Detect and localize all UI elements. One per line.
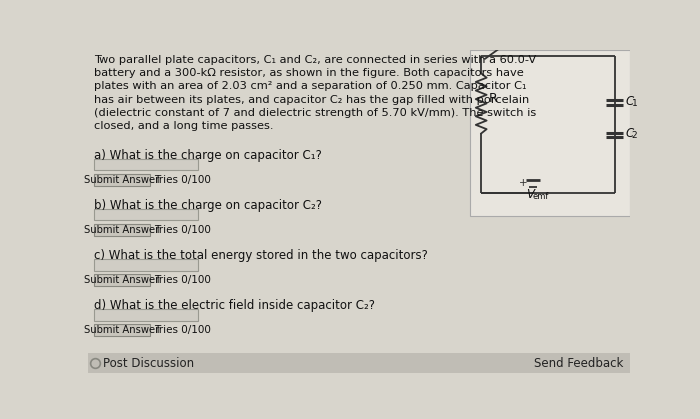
- Bar: [88, 353, 630, 373]
- Bar: [470, 50, 630, 216]
- Text: C: C: [625, 127, 634, 140]
- Text: Submit Answer: Submit Answer: [84, 225, 159, 235]
- Text: 2: 2: [631, 131, 637, 140]
- Text: a) What is the charge on capacitor C₁?: a) What is the charge on capacitor C₁?: [94, 149, 321, 162]
- Text: plates with an area of 2.03 cm² and a separation of 0.250 mm. Capacitor C₁: plates with an area of 2.03 cm² and a se…: [94, 81, 526, 91]
- Bar: [94, 274, 150, 286]
- Text: closed, and a long time passes.: closed, and a long time passes.: [94, 121, 273, 131]
- Bar: [94, 259, 198, 271]
- Text: Tries 0/100: Tries 0/100: [154, 175, 211, 185]
- Text: battery and a 300-kΩ resistor, as shown in the figure. Both capacitors have: battery and a 300-kΩ resistor, as shown …: [94, 68, 524, 78]
- Text: +: +: [519, 178, 528, 188]
- Bar: [94, 209, 198, 220]
- Text: c) What is the total energy stored in the two capacitors?: c) What is the total energy stored in th…: [94, 249, 428, 262]
- Text: V: V: [526, 188, 534, 201]
- Text: (dielectric constant of 7 and dielectric strength of 5.70 kV/mm). The switch is: (dielectric constant of 7 and dielectric…: [94, 108, 536, 118]
- Text: Submit Answer: Submit Answer: [84, 175, 159, 185]
- Text: Two parallel plate capacitors, C₁ and C₂, are connected in series with a 60.0-V: Two parallel plate capacitors, C₁ and C₂…: [94, 55, 536, 65]
- Text: Tries 0/100: Tries 0/100: [154, 325, 211, 335]
- Text: Tries 0/100: Tries 0/100: [154, 225, 211, 235]
- Text: Submit Answer: Submit Answer: [84, 325, 159, 335]
- Bar: [94, 174, 150, 186]
- Text: Submit Answer: Submit Answer: [84, 275, 159, 285]
- Text: 1: 1: [631, 99, 637, 108]
- Text: b) What is the charge on capacitor C₂?: b) What is the charge on capacitor C₂?: [94, 199, 322, 212]
- Text: R: R: [489, 92, 498, 105]
- Text: has air between its plates, and capacitor C₂ has the gap filled with porcelain: has air between its plates, and capacito…: [94, 95, 529, 105]
- Bar: [94, 159, 198, 171]
- Text: d) What is the electric field inside capacitor C₂?: d) What is the electric field inside cap…: [94, 299, 374, 312]
- Bar: [94, 309, 198, 321]
- Bar: [94, 224, 150, 236]
- Text: emf: emf: [533, 192, 549, 201]
- Bar: [94, 324, 150, 336]
- Text: Tries 0/100: Tries 0/100: [154, 275, 211, 285]
- Text: Send Feedback: Send Feedback: [534, 357, 624, 370]
- Text: Post Discussion: Post Discussion: [103, 357, 194, 370]
- Text: C: C: [625, 95, 634, 108]
